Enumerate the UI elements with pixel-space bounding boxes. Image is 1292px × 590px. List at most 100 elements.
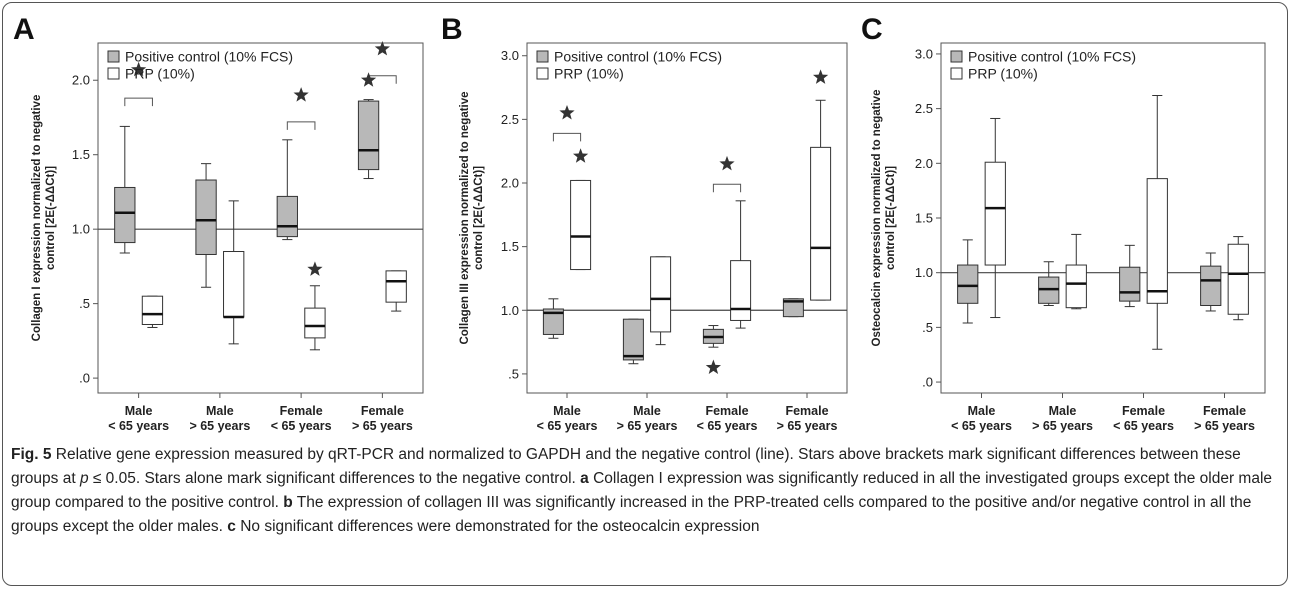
x-tick-label: < 65 years bbox=[537, 419, 598, 433]
legend-swatch bbox=[950, 67, 963, 80]
box-prp-1 bbox=[650, 256, 672, 346]
significance-bracket bbox=[712, 183, 742, 193]
x-tick-label: > 65 years bbox=[1194, 419, 1255, 433]
box-positive-control-0 bbox=[542, 298, 564, 339]
y-tick-label: 1.0 bbox=[72, 222, 90, 237]
x-tick-label: > 65 years bbox=[189, 419, 250, 433]
y-tick-label: .0 bbox=[79, 371, 90, 386]
chart-panels: A .0 .5 1.0 1.5 2.0 Collagen I expression norm… bbox=[13, 13, 1266, 433]
x-tick-label: > 65 years bbox=[617, 419, 678, 433]
y-tick-label: .0 bbox=[922, 375, 933, 390]
x-tick-label: Male bbox=[553, 404, 581, 418]
significance-star bbox=[307, 261, 323, 276]
legend-label: Positive control (10% FCS) bbox=[554, 49, 722, 65]
y-axis-label-line1: Collagen I expression normalized to nega… bbox=[31, 95, 43, 342]
x-tick-label: Male bbox=[1049, 404, 1077, 418]
x-tick-label: Female bbox=[280, 404, 323, 418]
caption-text-3: Collagen I expression was significantly … bbox=[11, 470, 1273, 511]
x-tick-label: < 65 years bbox=[1113, 419, 1174, 433]
box-positive-control-1 bbox=[195, 163, 217, 288]
x-tick-label: Male bbox=[206, 404, 234, 418]
y-tick-label: 1.5 bbox=[72, 147, 90, 162]
legend-label: PRP (10%) bbox=[125, 66, 195, 82]
box-body bbox=[195, 179, 217, 255]
caption-text-1: Relative gene expression measured by qRT… bbox=[11, 446, 1241, 487]
box-positive-control-2 bbox=[702, 325, 724, 348]
y-tick-label: 2.0 bbox=[72, 73, 90, 88]
box-body bbox=[304, 307, 326, 339]
y-tick-label: 1.0 bbox=[915, 265, 933, 280]
significance-star bbox=[705, 359, 722, 375]
box-body bbox=[650, 256, 672, 333]
box-positive-control-1 bbox=[1038, 261, 1060, 306]
x-tick-label: > 65 years bbox=[1032, 419, 1093, 433]
box-body bbox=[782, 298, 804, 318]
panel-label: B bbox=[441, 13, 463, 46]
box-body bbox=[114, 186, 136, 244]
box-body bbox=[385, 270, 407, 303]
panel-label: C bbox=[861, 13, 883, 46]
box-prp-0 bbox=[984, 117, 1006, 319]
caption-text-4: The expression of collagen III was signi… bbox=[11, 494, 1252, 535]
box-positive-control-1 bbox=[622, 318, 644, 365]
significance-star bbox=[360, 72, 377, 87]
x-tick-label: < 65 years bbox=[108, 419, 169, 433]
y-tick-label: 1.5 bbox=[501, 239, 519, 254]
caption-label-c: c bbox=[227, 518, 236, 535]
caption-label-b: b bbox=[283, 494, 293, 511]
y-tick-label: .5 bbox=[79, 296, 90, 311]
figure-caption: Fig. 5 Relative gene expression measured… bbox=[11, 443, 1281, 539]
box-body bbox=[957, 264, 979, 304]
box-body bbox=[810, 146, 832, 301]
x-tick-label: Female bbox=[361, 404, 404, 418]
x-tick-label: Female bbox=[785, 404, 828, 418]
box-body bbox=[542, 308, 564, 335]
y-tick-label: .5 bbox=[508, 366, 519, 381]
panel-a: A .0 .5 1.0 1.5 2.0 Collagen I expression norm… bbox=[13, 13, 424, 433]
significance-star bbox=[131, 61, 147, 77]
panel-b: B .5 1.0 1.5 2.0 2.5 3.0 Collagen III expressio… bbox=[441, 13, 848, 433]
y-tick-label: 3.0 bbox=[915, 46, 933, 61]
legend-label: PRP (10%) bbox=[554, 66, 624, 82]
box-body bbox=[1146, 178, 1168, 304]
box-positive-control-3 bbox=[357, 99, 380, 180]
legend-swatch bbox=[536, 67, 549, 80]
box-prp-0 bbox=[141, 295, 164, 328]
y-axis-label-line2: control [2E(-ΔΔCt)] bbox=[885, 166, 897, 270]
box-prp-1 bbox=[223, 200, 245, 345]
significance-star bbox=[559, 105, 575, 120]
box-positive-control-2 bbox=[276, 139, 298, 241]
plot-frame bbox=[526, 42, 848, 394]
box-positive-control-0 bbox=[957, 239, 979, 324]
box-positive-control-3 bbox=[782, 298, 804, 318]
significance-bracket bbox=[552, 132, 582, 142]
significance-star bbox=[374, 40, 390, 56]
significance-bracket bbox=[124, 97, 153, 107]
box-body bbox=[357, 100, 380, 171]
y-axis-label: Collagen III expression normalized to ne… bbox=[459, 91, 485, 344]
significance-star bbox=[719, 155, 735, 171]
significance-bracket bbox=[286, 121, 316, 130]
box-body bbox=[984, 161, 1006, 266]
legend-swatch bbox=[950, 50, 963, 63]
legend-label: Positive control (10% FCS) bbox=[125, 49, 293, 65]
box-prp-1 bbox=[1065, 233, 1087, 310]
y-axis-label-line2: control [2E(-ΔΔCt)] bbox=[473, 166, 485, 270]
y-tick-label: 1.5 bbox=[915, 211, 933, 226]
box-prp-3 bbox=[1227, 236, 1249, 321]
box-prp-2 bbox=[304, 285, 326, 351]
plot-frame bbox=[97, 42, 424, 394]
y-tick-label: .5 bbox=[922, 320, 933, 335]
y-axis-label: Osteocalcin expression normalized to neg… bbox=[871, 90, 897, 347]
y-axis-label-line1: Osteocalcin expression normalized to neg… bbox=[871, 90, 883, 347]
significance-star bbox=[812, 69, 829, 84]
legend-label: Positive control (10% FCS) bbox=[968, 49, 1136, 65]
legend-swatch bbox=[107, 50, 120, 63]
box-prp-3 bbox=[810, 99, 832, 301]
legend-label: PRP (10%) bbox=[968, 66, 1038, 82]
box-body bbox=[223, 251, 245, 318]
x-tick-label: Female bbox=[1203, 404, 1246, 418]
y-tick-label: 3.0 bbox=[501, 48, 519, 63]
y-axis-label-line1: Collagen III expression normalized to ne… bbox=[459, 91, 471, 344]
significance-star bbox=[572, 148, 589, 163]
